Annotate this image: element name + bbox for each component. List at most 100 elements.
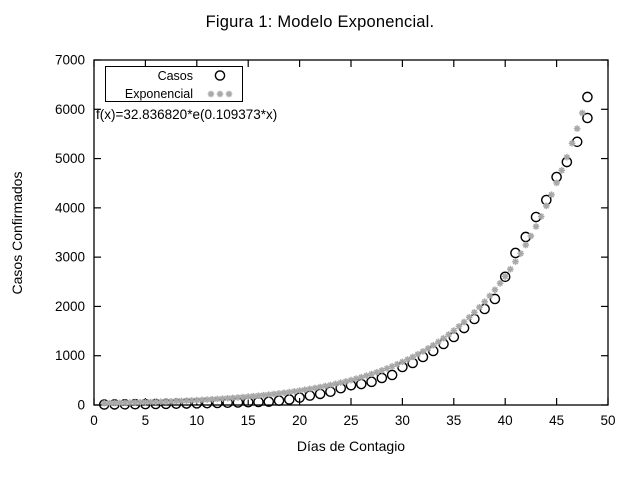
asterisk-marker — [501, 273, 509, 280]
casos-point — [582, 91, 593, 103]
asterisk-marker — [368, 370, 375, 378]
legend-label-casos: Casos — [157, 69, 193, 83]
asterisk-marker — [363, 372, 370, 379]
asterisk-marker — [207, 90, 215, 98]
casos-point — [499, 271, 511, 283]
asterisk-marker — [225, 90, 233, 98]
asterisk-marker — [250, 392, 257, 400]
asterisk-marker — [224, 394, 231, 402]
asterisk-marker — [332, 380, 339, 388]
asterisk-marker — [378, 367, 386, 374]
x-tick-label: 10 — [189, 413, 204, 428]
asterisk-marker — [450, 327, 458, 334]
asterisk-marker — [579, 109, 586, 117]
legend: Casos Exponencial — [105, 66, 243, 102]
asterisk-marker — [419, 348, 427, 355]
asterisk-marker — [563, 153, 571, 161]
asterisk-marker — [553, 179, 560, 187]
asterisk-marker — [548, 191, 555, 199]
asterisk-marker — [388, 363, 396, 370]
asterisk-marker — [383, 365, 391, 372]
asterisk-marker — [429, 341, 437, 349]
asterisk-marker — [568, 139, 576, 147]
asterisk-marker — [121, 399, 129, 407]
asterisk-marker — [229, 394, 237, 402]
asterisk-marker — [306, 385, 314, 393]
asterisk-marker — [558, 167, 566, 174]
asterisk-marker — [435, 338, 442, 346]
asterisk-marker — [193, 396, 201, 404]
asterisk-marker — [424, 345, 432, 352]
legend-label-exponencial: Exponencial — [124, 87, 193, 101]
asterisk-marker — [465, 314, 473, 321]
asterisk-marker — [522, 241, 530, 249]
y-axis-label: Casos Confirmados — [9, 171, 25, 295]
asterisk-marker — [178, 397, 185, 405]
asterisk-marker — [414, 350, 422, 358]
asterisk-marker — [517, 250, 524, 257]
asterisk-marker — [311, 384, 319, 392]
asterisk-marker — [357, 373, 365, 381]
fit-equation-annotation: f(x)=32.836820*e(0.109373*x) — [96, 107, 278, 122]
x-tick-label: 50 — [600, 413, 615, 428]
y-tick-label: 5000 — [55, 151, 85, 166]
casos-point — [284, 394, 295, 405]
asterisk-marker — [327, 381, 334, 389]
x-tick-label: 45 — [549, 413, 564, 428]
asterisk-marker — [126, 399, 134, 406]
x-tick-label: 15 — [241, 413, 256, 428]
asterisk-marker — [216, 90, 224, 98]
open-circle-icon — [193, 67, 242, 85]
asterisk-marker — [404, 356, 411, 363]
asterisk-marker — [316, 383, 324, 391]
x-tick-label: 25 — [343, 413, 358, 428]
x-tick-label: 35 — [446, 413, 461, 428]
x-tick-label: 30 — [395, 413, 410, 428]
asterisk-marker — [337, 379, 345, 386]
asterisk-marker — [440, 335, 447, 342]
legend-entry-exponencial: Exponencial — [106, 85, 242, 103]
asterisk-marker — [342, 378, 350, 385]
y-tick-label: 1000 — [55, 348, 85, 363]
asterisk-marker — [301, 386, 309, 394]
asterisk-icon — [193, 85, 242, 103]
asterisk-marker — [409, 353, 416, 361]
y-tick-label: 0 — [77, 398, 85, 413]
asterisk-marker — [352, 375, 360, 382]
legend-entry-casos: Casos — [106, 67, 242, 85]
asterisk-marker — [486, 292, 494, 300]
x-tick-label: 0 — [90, 413, 98, 428]
x-axis-label: Días de Contagio — [296, 438, 406, 454]
y-tick-label: 6000 — [55, 102, 85, 117]
asterisk-marker — [507, 265, 514, 273]
asterisk-marker — [527, 232, 535, 240]
asterisk-marker — [537, 213, 545, 220]
asterisk-marker — [214, 395, 221, 403]
casos-point — [386, 369, 398, 381]
casos-point — [273, 395, 285, 406]
asterisk-marker — [491, 286, 499, 294]
asterisk-marker — [455, 323, 463, 330]
casos-point — [366, 376, 377, 388]
chart-title: Figura 1: Modelo Exponencial. — [205, 13, 435, 31]
x-tick-label: 20 — [292, 413, 307, 428]
asterisk-marker — [347, 376, 355, 384]
asterisk-marker — [471, 309, 478, 316]
y-tick-label: 7000 — [55, 53, 85, 68]
asterisk-marker — [399, 358, 406, 366]
asterisk-marker — [291, 388, 298, 395]
asterisk-marker — [445, 331, 452, 338]
asterisk-marker — [244, 393, 252, 400]
asterisk-marker — [322, 382, 329, 390]
asterisk-marker — [460, 318, 468, 326]
casos-point — [582, 112, 593, 124]
asterisk-marker — [481, 298, 488, 306]
asterisk-marker — [393, 360, 401, 368]
y-tick-label: 4000 — [55, 200, 85, 215]
asterisk-marker — [543, 202, 550, 210]
y-tick-label: 2000 — [55, 299, 85, 314]
asterisk-marker — [573, 125, 581, 132]
asterisk-marker — [496, 279, 504, 287]
x-tick-label: 40 — [498, 413, 513, 428]
